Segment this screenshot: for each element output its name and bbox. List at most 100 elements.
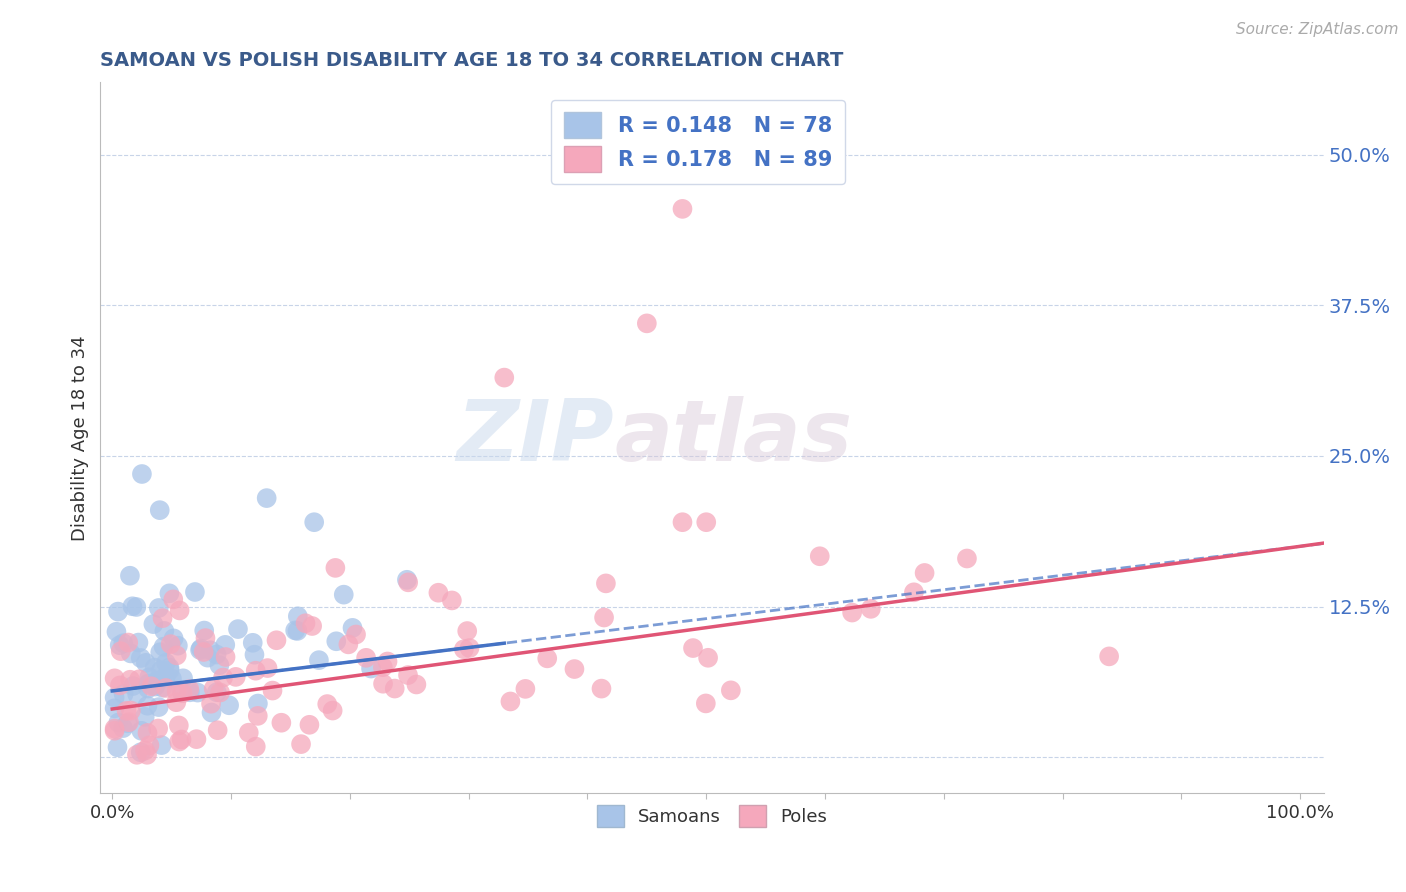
Point bbox=[125, 747, 148, 762]
Point bbox=[142, 617, 165, 632]
Point bbox=[159, 660, 181, 674]
Point bbox=[136, 698, 159, 713]
Point bbox=[166, 648, 188, 663]
Point bbox=[1098, 649, 1121, 664]
Point bbox=[337, 637, 360, 651]
Point bbox=[270, 715, 292, 730]
Point bbox=[284, 624, 307, 638]
Point bbox=[256, 491, 278, 505]
Point bbox=[209, 685, 232, 699]
Point bbox=[105, 624, 128, 639]
Point bbox=[332, 588, 354, 602]
Point bbox=[165, 695, 187, 709]
Point bbox=[377, 655, 399, 669]
Point bbox=[162, 632, 184, 646]
Point bbox=[155, 669, 177, 683]
Point bbox=[405, 677, 427, 691]
Point bbox=[107, 605, 129, 619]
Point bbox=[636, 317, 658, 331]
Point bbox=[170, 732, 193, 747]
Point bbox=[159, 663, 181, 677]
Point bbox=[200, 706, 222, 720]
Point bbox=[187, 685, 209, 699]
Point bbox=[287, 609, 309, 624]
Point bbox=[440, 593, 463, 607]
Point bbox=[190, 641, 212, 656]
Point bbox=[108, 638, 131, 652]
Point bbox=[159, 637, 181, 651]
Point bbox=[179, 685, 201, 699]
Point bbox=[308, 653, 330, 667]
Point bbox=[169, 603, 191, 617]
Point bbox=[128, 673, 150, 687]
Point bbox=[214, 638, 236, 652]
Text: ZIP: ZIP bbox=[457, 396, 614, 479]
Point bbox=[108, 678, 131, 692]
Point bbox=[536, 651, 558, 665]
Point bbox=[179, 682, 201, 697]
Point bbox=[453, 642, 475, 657]
Point bbox=[302, 515, 325, 529]
Point bbox=[266, 633, 288, 648]
Point bbox=[122, 679, 145, 693]
Point bbox=[671, 515, 693, 529]
Point bbox=[143, 680, 166, 694]
Point bbox=[243, 648, 266, 662]
Point bbox=[152, 640, 174, 654]
Point bbox=[301, 619, 323, 633]
Point bbox=[142, 678, 165, 692]
Point bbox=[225, 670, 247, 684]
Point bbox=[117, 716, 139, 731]
Point bbox=[135, 656, 157, 670]
Point bbox=[371, 677, 394, 691]
Point bbox=[186, 732, 208, 747]
Point bbox=[149, 503, 172, 517]
Point bbox=[172, 686, 194, 700]
Point bbox=[166, 684, 188, 698]
Point bbox=[197, 650, 219, 665]
Point bbox=[371, 660, 394, 674]
Point bbox=[499, 694, 522, 708]
Point bbox=[194, 631, 217, 645]
Point bbox=[125, 599, 148, 614]
Point bbox=[138, 739, 160, 753]
Point bbox=[136, 726, 159, 740]
Point bbox=[322, 704, 344, 718]
Point bbox=[129, 745, 152, 759]
Point bbox=[697, 650, 720, 665]
Point bbox=[153, 624, 176, 638]
Point bbox=[205, 685, 228, 699]
Point bbox=[146, 722, 169, 736]
Point bbox=[354, 650, 377, 665]
Point bbox=[246, 697, 269, 711]
Point bbox=[107, 715, 129, 730]
Point bbox=[129, 651, 152, 665]
Point bbox=[104, 701, 127, 715]
Point bbox=[720, 683, 742, 698]
Point bbox=[112, 636, 135, 650]
Text: SAMOAN VS POLISH DISABILITY AGE 18 TO 34 CORRELATION CHART: SAMOAN VS POLISH DISABILITY AGE 18 TO 34… bbox=[100, 51, 844, 70]
Point bbox=[325, 634, 347, 648]
Point bbox=[212, 671, 235, 685]
Point bbox=[143, 660, 166, 674]
Point bbox=[193, 645, 215, 659]
Point bbox=[298, 718, 321, 732]
Point bbox=[152, 611, 174, 625]
Point bbox=[184, 585, 207, 599]
Point bbox=[149, 673, 172, 688]
Point bbox=[456, 624, 478, 638]
Point bbox=[148, 700, 170, 714]
Point bbox=[136, 676, 159, 690]
Point bbox=[238, 725, 260, 739]
Point bbox=[214, 650, 236, 665]
Point bbox=[150, 738, 173, 752]
Point bbox=[188, 643, 211, 657]
Point bbox=[149, 663, 172, 677]
Point bbox=[200, 643, 222, 657]
Point bbox=[104, 722, 127, 736]
Point bbox=[242, 636, 264, 650]
Point bbox=[121, 599, 143, 614]
Point bbox=[131, 723, 153, 738]
Point bbox=[515, 681, 537, 696]
Point bbox=[294, 616, 316, 631]
